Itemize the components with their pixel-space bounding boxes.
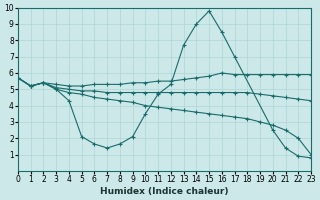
X-axis label: Humidex (Indice chaleur): Humidex (Indice chaleur) bbox=[100, 187, 229, 196]
